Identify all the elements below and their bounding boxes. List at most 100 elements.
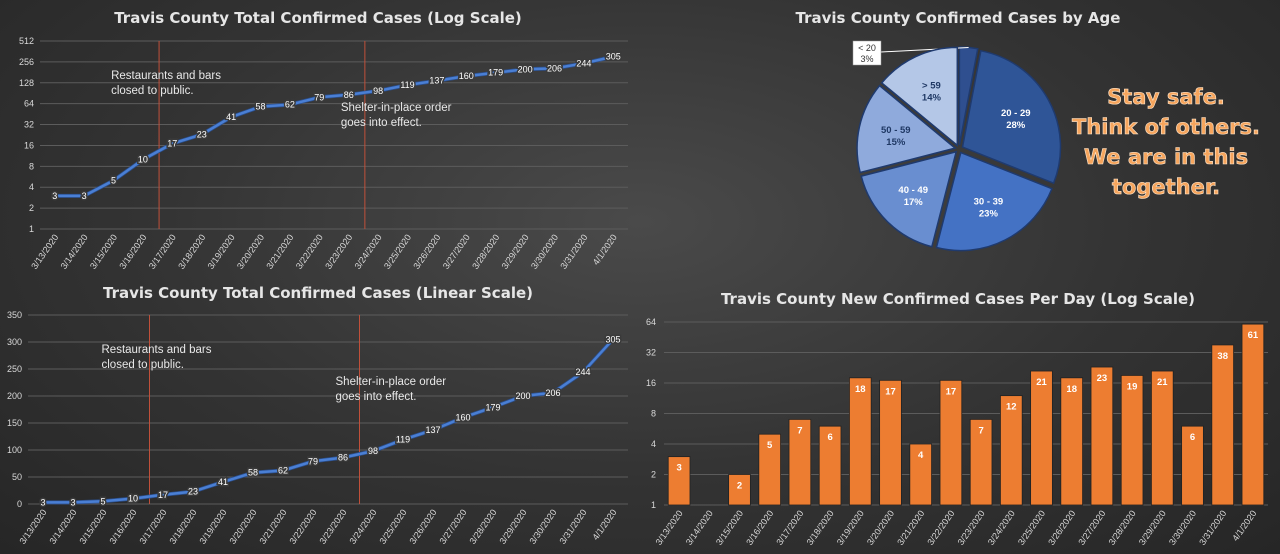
data-label: 3 bbox=[82, 191, 87, 201]
data-label: 86 bbox=[344, 90, 354, 100]
y-tick-label: 2 bbox=[651, 470, 656, 480]
x-tick-label: 4/1/2020 bbox=[590, 507, 618, 541]
data-point bbox=[41, 500, 45, 504]
x-tick-label: 3/21/2020 bbox=[895, 508, 926, 547]
data-label: 5 bbox=[100, 496, 105, 506]
data-label: 160 bbox=[455, 413, 470, 423]
data-label: 160 bbox=[459, 71, 474, 81]
x-tick-label: 3/18/2020 bbox=[805, 508, 836, 547]
x-tick-label: 3/19/2020 bbox=[835, 508, 866, 547]
x-tick-label: 3/24/2020 bbox=[347, 507, 378, 546]
x-tick-label: 3/16/2020 bbox=[107, 507, 138, 546]
x-tick-label: 3/14/2020 bbox=[684, 508, 715, 547]
y-tick-label: 300 bbox=[7, 337, 22, 347]
x-tick-label: 3/28/2020 bbox=[1107, 508, 1138, 547]
pie-label: 50 - 59 bbox=[881, 125, 911, 136]
data-point bbox=[491, 405, 495, 409]
annotation-text: Restaurants and bars bbox=[102, 344, 212, 356]
y-tick-label: 4 bbox=[651, 439, 656, 449]
data-label: 3 bbox=[52, 191, 57, 201]
data-label: 79 bbox=[308, 456, 318, 466]
bar bbox=[728, 474, 751, 506]
y-tick-label: 4 bbox=[29, 182, 34, 192]
data-label: 58 bbox=[255, 102, 265, 112]
x-tick-label: 3/14/2020 bbox=[47, 507, 78, 546]
y-tick-label: 256 bbox=[19, 57, 34, 67]
x-tick-label: 3/17/2020 bbox=[137, 507, 168, 546]
bar-value-label: 38 bbox=[1217, 351, 1228, 362]
data-label: 137 bbox=[425, 425, 440, 435]
data-label: 98 bbox=[373, 86, 383, 96]
bar bbox=[1151, 370, 1174, 506]
data-label: 244 bbox=[575, 367, 590, 377]
x-tick-label: 3/13/2020 bbox=[29, 232, 60, 271]
bar bbox=[788, 418, 812, 506]
x-tick-label: 3/26/2020 bbox=[407, 507, 438, 546]
data-point bbox=[141, 158, 145, 162]
pie-label: 20 - 29 bbox=[1001, 108, 1031, 119]
data-label: 119 bbox=[400, 80, 414, 90]
data-point bbox=[131, 497, 135, 501]
x-tick-label: 3/23/2020 bbox=[323, 232, 354, 271]
data-label: 305 bbox=[606, 52, 621, 62]
data-point bbox=[112, 178, 115, 182]
data-label: 23 bbox=[197, 130, 207, 140]
x-tick-label: 3/26/2020 bbox=[411, 232, 442, 271]
y-tick-label: 0 bbox=[17, 499, 22, 509]
pie-slice-1 bbox=[961, 49, 1062, 185]
x-tick-label: 3/31/2020 bbox=[557, 507, 588, 546]
pie-pct: 15% bbox=[886, 137, 906, 148]
x-tick-label: 3/29/2020 bbox=[500, 232, 531, 271]
chart-title: Travis County New Confirmed Cases Per Da… bbox=[721, 290, 1195, 308]
bar-value-label: 4 bbox=[918, 450, 924, 461]
x-tick-label: 3/15/2020 bbox=[88, 232, 119, 271]
data-label: 206 bbox=[545, 388, 560, 398]
x-tick-label: 3/18/2020 bbox=[167, 507, 198, 546]
data-point bbox=[551, 391, 555, 395]
data-point bbox=[341, 456, 345, 460]
bar bbox=[1090, 366, 1114, 506]
y-tick-label: 1 bbox=[651, 500, 656, 510]
y-tick-label: 250 bbox=[7, 364, 22, 374]
data-point bbox=[317, 95, 321, 99]
x-tick-label: 3/30/2020 bbox=[529, 232, 560, 271]
x-tick-label: 3/20/2020 bbox=[865, 508, 896, 547]
data-label: 3 bbox=[40, 497, 45, 507]
data-label: 86 bbox=[338, 453, 348, 463]
x-tick-label: 3/17/2020 bbox=[147, 232, 178, 271]
pie-slice-5 bbox=[880, 46, 959, 147]
data-label: 305 bbox=[605, 334, 620, 344]
data-label: 3 bbox=[70, 497, 75, 507]
bar bbox=[1211, 344, 1234, 506]
y-tick-label: 8 bbox=[29, 161, 34, 171]
data-point bbox=[494, 71, 498, 75]
annotation-text: goes into effect. bbox=[336, 391, 417, 403]
data-point bbox=[464, 74, 468, 78]
x-tick-label: 3/27/2020 bbox=[437, 507, 468, 546]
data-point bbox=[521, 394, 525, 398]
bar-value-label: 18 bbox=[855, 384, 866, 395]
bar bbox=[1030, 370, 1053, 506]
data-point bbox=[191, 490, 195, 494]
annotation-text: closed to public. bbox=[102, 359, 184, 371]
data-label: 41 bbox=[226, 112, 236, 122]
bar bbox=[879, 379, 902, 506]
motto-line-4: together. bbox=[1112, 175, 1220, 199]
chart-title: Travis County Total Confirmed Cases (Lin… bbox=[103, 284, 533, 302]
data-point bbox=[170, 142, 174, 146]
data-point bbox=[611, 55, 615, 59]
data-label: 62 bbox=[278, 466, 288, 476]
data-point bbox=[200, 133, 204, 137]
bar-value-label: 17 bbox=[885, 386, 896, 397]
data-point bbox=[281, 469, 285, 473]
x-tick-label: 3/27/2020 bbox=[441, 232, 472, 271]
new-cases-bar-chart: Travis County New Confirmed Cases Per Da… bbox=[646, 290, 1268, 547]
bar-value-label: 18 bbox=[1066, 384, 1077, 395]
y-tick-label: 64 bbox=[646, 317, 656, 327]
bar-value-label: 6 bbox=[1190, 432, 1195, 443]
data-label: 119 bbox=[396, 435, 410, 445]
data-label: 206 bbox=[547, 63, 562, 73]
bar-value-label: 3 bbox=[676, 463, 681, 474]
x-tick-label: 3/22/2020 bbox=[294, 232, 325, 271]
